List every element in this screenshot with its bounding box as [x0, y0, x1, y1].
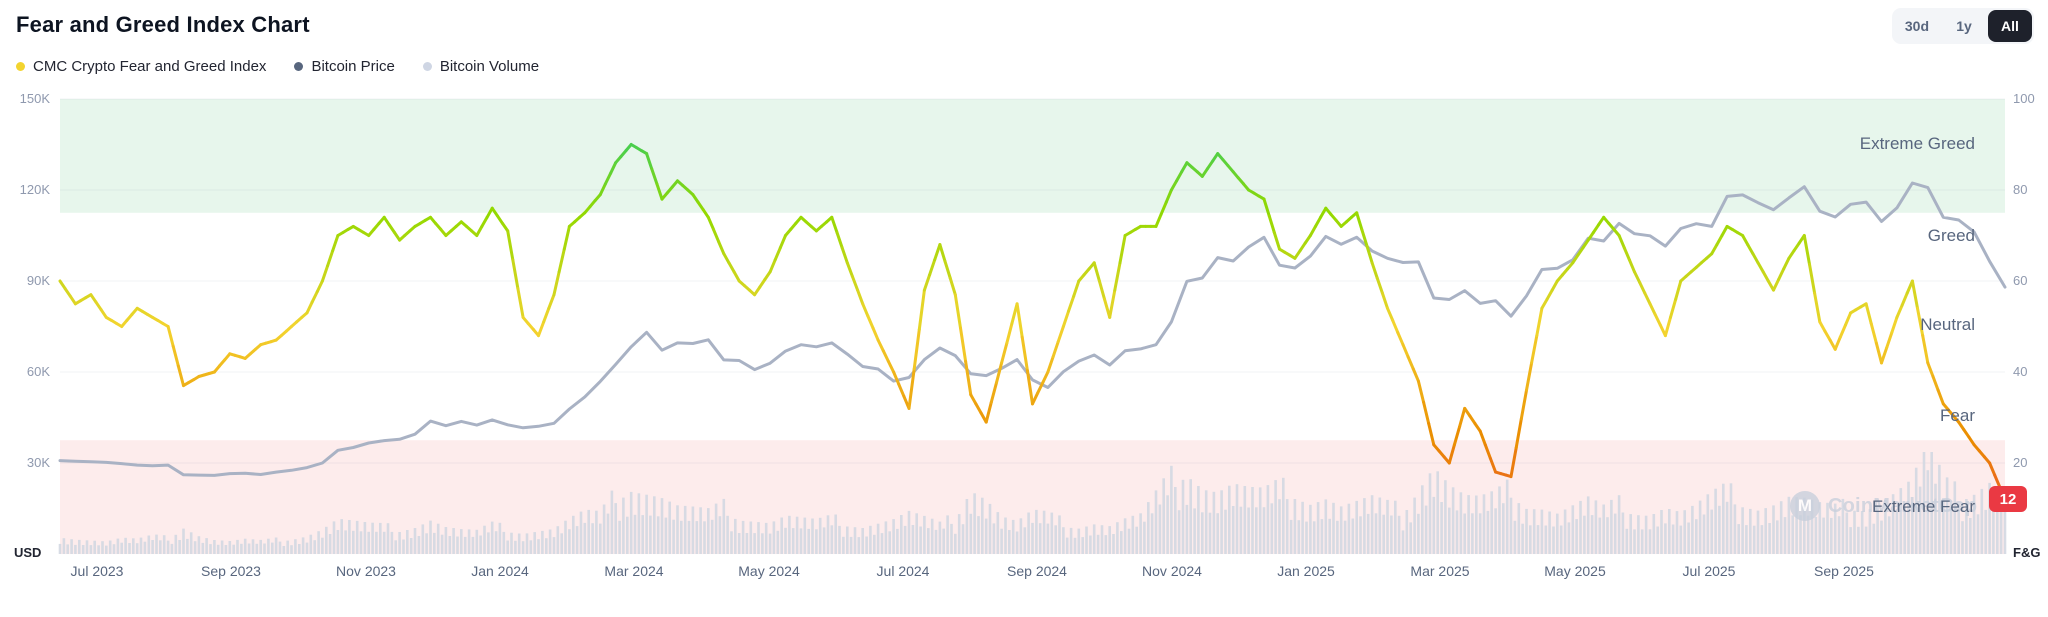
y-axis-left-tick: 60K	[26, 364, 50, 379]
bitcoin-volume-bars	[58, 452, 2007, 554]
legend-label-fear-greed: CMC Crypto Fear and Greed Index	[33, 58, 267, 75]
zone-label-extreme-fear: Extreme Fear	[1872, 497, 1975, 516]
legend-item-bitcoin-volume[interactable]: Bitcoin Volume	[422, 58, 540, 75]
bitcoin-volume-dot-icon	[422, 62, 432, 71]
x-axis-tick: Nov 2023	[336, 563, 396, 579]
bitcoin-price-dot-icon	[294, 62, 304, 71]
coinmarketcap-logo-icon: M	[1790, 491, 1820, 521]
y-axis-right-tick: 40	[2013, 364, 2028, 379]
y-axis-right-tick: 100	[2013, 91, 2035, 106]
watermark: M CoinMarketCap	[1790, 491, 1977, 521]
x-axis-tick: May 2024	[738, 563, 800, 579]
zone-label-extreme-greed: Extreme Greed	[1859, 134, 1975, 153]
y-axis-left-tick: 150K	[19, 91, 50, 106]
x-axis-tick: Nov 2024	[1142, 563, 1202, 579]
range-button-1y[interactable]: 1y	[1942, 10, 1986, 42]
x-axis-tick: Mar 2025	[1410, 563, 1470, 579]
y-axis-right-tick: 20	[2013, 455, 2028, 470]
y-axis-left-tick: 30K	[26, 455, 50, 470]
range-button-30d[interactable]: 30d	[1894, 10, 1940, 42]
y-axis-left-tick: 120K	[19, 182, 50, 197]
x-axis-tick: Jul 2023	[70, 563, 124, 579]
fear-greed-line	[58, 143, 2007, 501]
y-axis-left-tick: 90K	[26, 273, 50, 288]
x-axis-tick: Mar 2024	[604, 563, 664, 579]
chart-legend: CMC Crypto Fear and Greed Index Bitcoin …	[16, 58, 539, 75]
x-axis-tick: Jan 2024	[471, 563, 529, 579]
range-button-all[interactable]: All	[1988, 10, 2032, 42]
chart-bands	[60, 99, 2005, 555]
legend-item-bitcoin-price[interactable]: Bitcoin Price	[294, 58, 395, 75]
x-axis-tick: Sep 2025	[1814, 563, 1874, 579]
range-switcher: 30d 1y All	[1891, 8, 2034, 44]
gridlines	[60, 98, 2005, 464]
x-axis-tick: Jul 2024	[876, 563, 930, 579]
current-value-badge: 12	[1989, 486, 2027, 512]
x-axis-tick: Sep 2023	[201, 563, 261, 579]
x-axis-tick: Jul 2025	[1682, 563, 1736, 579]
zone-label-neutral: Neutral	[1920, 315, 1975, 334]
legend-label-bitcoin-volume: Bitcoin Volume	[439, 58, 540, 75]
legend-item-fear-greed[interactable]: CMC Crypto Fear and Greed Index	[16, 58, 266, 75]
x-axis-tick: May 2025	[1544, 563, 1606, 579]
page-title: Fear and Greed Index Chart	[16, 12, 310, 37]
fear-greed-dot-icon	[16, 62, 25, 71]
x-axis-tick: Jan 2025	[1277, 563, 1335, 579]
zone-label-greed: Greed	[1927, 226, 1975, 245]
zone-label-fear: Fear	[1940, 406, 1975, 425]
bitcoin-price-line	[58, 181, 2007, 477]
y-axis-right-tick: 80	[2013, 182, 2028, 197]
right-axis-unit-label: F&G	[2013, 545, 2041, 560]
legend-label-bitcoin-price: Bitcoin Price	[311, 58, 395, 75]
y-axis-right-tick: 60	[2013, 273, 2028, 288]
watermark-text: CoinMarketCap	[1828, 494, 1978, 517]
left-axis-unit-label: USD	[14, 545, 42, 560]
x-axis-tick: Sep 2024	[1007, 563, 1067, 579]
